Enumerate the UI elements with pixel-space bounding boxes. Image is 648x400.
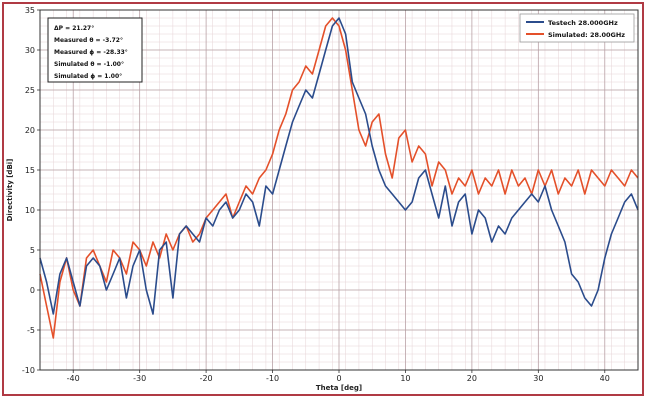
x-tick-label: -30	[133, 374, 146, 383]
y-tick-label: 5	[30, 246, 35, 255]
y-tick-label: -10	[22, 366, 35, 375]
x-axis-ticks: -40 -30 -20 -10 0 10 20 30 40	[67, 370, 610, 383]
y-tick-label: -5	[27, 326, 35, 335]
y-tick-label: 10	[25, 206, 35, 215]
x-tick-label: -10	[266, 374, 279, 383]
y-tick-label: 15	[25, 166, 35, 175]
x-tick-label: -40	[67, 374, 80, 383]
y-tick-label: 0	[30, 286, 35, 295]
x-tick-label: -20	[200, 374, 213, 383]
info-box-frame	[47, 17, 143, 83]
x-tick-label: 30	[533, 374, 543, 383]
y-tick-label: 30	[25, 46, 35, 55]
info-line: Simulated θ = -1.00°	[54, 61, 124, 68]
legend: Testech 28.000GHz Simulated: 28.00GHz	[519, 13, 635, 43]
x-tick-label: 20	[467, 374, 477, 383]
legend-frame	[519, 13, 635, 43]
y-tick-label: 35	[25, 6, 35, 15]
x-tick-label: 40	[600, 374, 610, 383]
info-line: Measured ϕ = -28.33°	[54, 49, 128, 56]
y-axis-ticks: -10 -5 0 5 10 15 20 25 30 35	[22, 6, 40, 375]
info-line: Simulated ϕ = 1.00°	[54, 73, 122, 80]
x-axis-label: Theta [deg]	[316, 384, 362, 392]
info-line: ΔP = 21.27°	[54, 25, 94, 32]
y-axis-label: Directivity [dBi]	[6, 159, 14, 222]
y-tick-label: 25	[25, 86, 35, 95]
info-box: ΔP = 21.27° Measured θ = -3.72° Measured…	[47, 17, 143, 83]
series-layer	[39, 17, 639, 339]
x-tick-label: 10	[400, 374, 410, 383]
y-tick-label: 20	[25, 126, 35, 135]
legend-label-testech: Testech 28.000GHz	[548, 19, 618, 27]
x-tick-label: 0	[336, 374, 341, 383]
info-line: Measured θ = -3.72°	[54, 37, 123, 44]
series-line-testech	[39, 17, 639, 315]
legend-label-simulated: Simulated: 28.00GHz	[548, 31, 625, 39]
